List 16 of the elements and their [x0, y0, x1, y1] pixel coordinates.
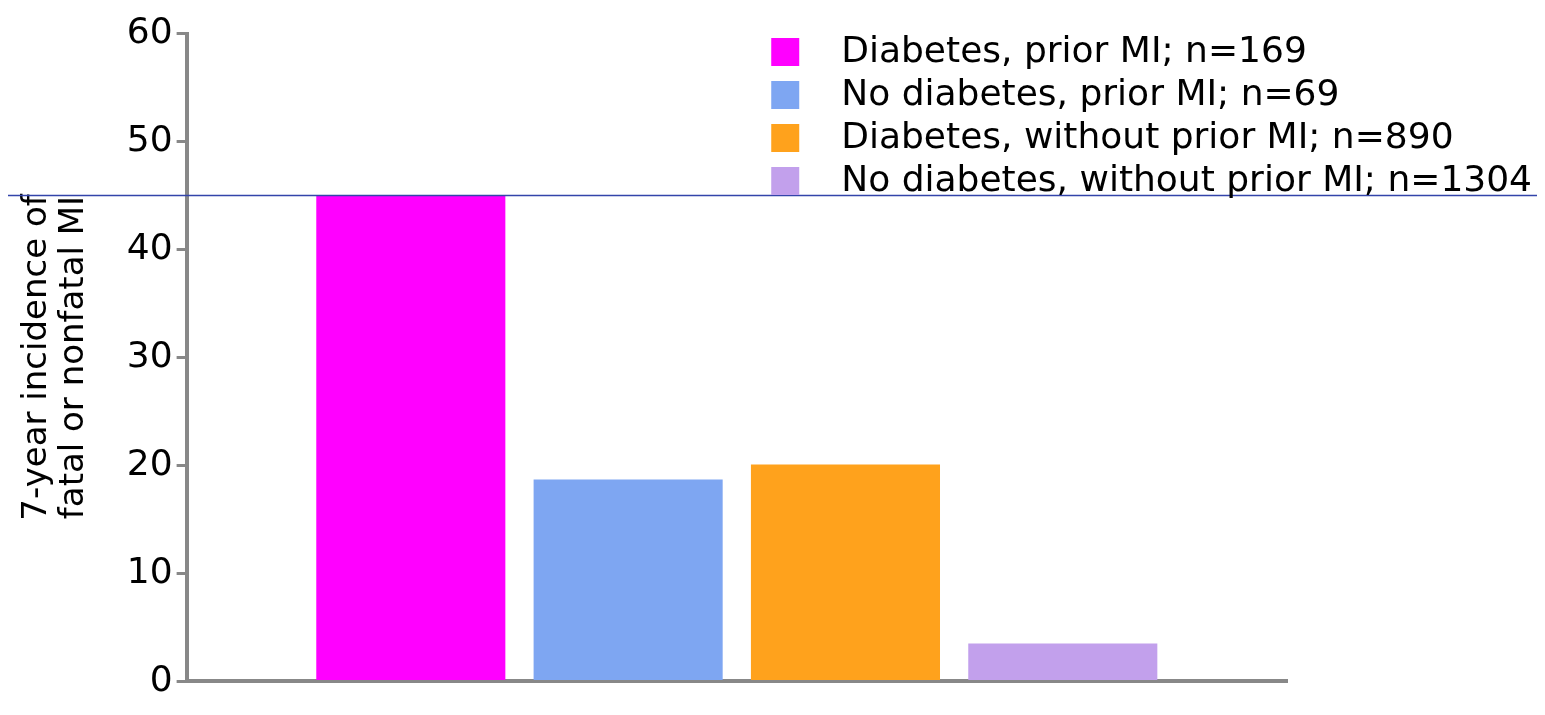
y-tick-label: 60: [126, 9, 173, 51]
y-tick-label: 30: [126, 333, 173, 375]
legend-label: No diabetes, without prior MI; n=1304: [841, 158, 1533, 200]
y-axis-title: 7-year incidence of fatal or nonfatal MI: [13, 193, 91, 521]
bar: [750, 464, 941, 680]
legend-label: Diabetes, without prior MI; n=890: [841, 115, 1454, 157]
y-tick-label: 10: [126, 549, 173, 591]
y-tick-label: 0: [149, 657, 173, 699]
bar: [968, 643, 1158, 680]
bar: [533, 479, 723, 680]
y-tick-label: 40: [126, 225, 173, 267]
bar: [316, 195, 506, 680]
y-tick-label: 20: [126, 441, 173, 483]
y-tick-label: 50: [126, 117, 173, 159]
legend-label: No diabetes, prior MI; n=69: [841, 72, 1340, 114]
legend-label: Diabetes, prior MI; n=169: [841, 29, 1307, 71]
